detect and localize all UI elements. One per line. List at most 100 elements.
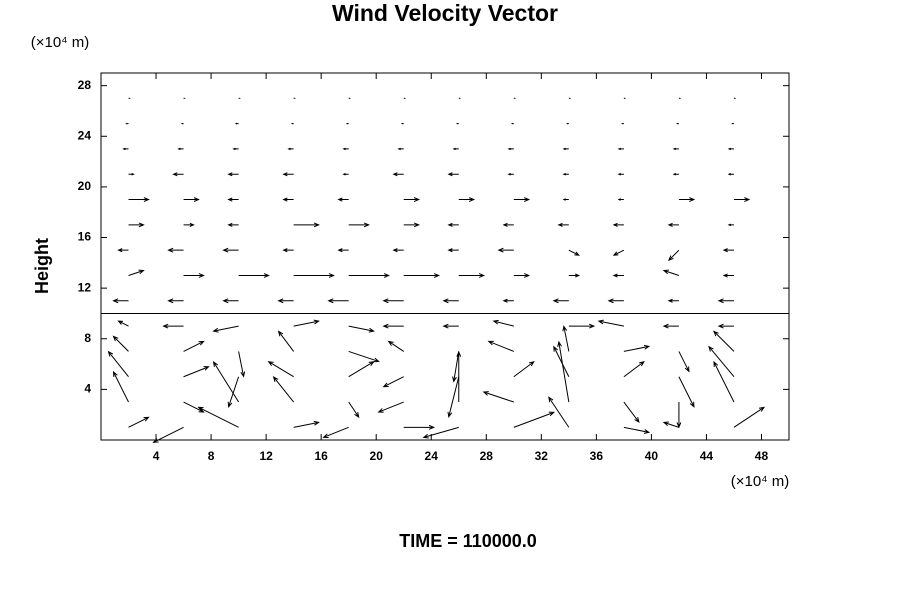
wind-vector [568,273,581,278]
wind-vector [617,173,624,176]
wind-vector [482,391,514,403]
wind-vector [623,360,645,378]
wind-vector [232,147,239,151]
wind-vector [348,325,375,333]
wind-vector [676,402,682,429]
x-tick-label: 36 [590,449,604,463]
chart-title: Wind Velocity Vector [332,0,558,26]
wind-vector [568,249,580,256]
wind-vector [507,147,514,151]
wind-vector [107,350,129,378]
wind-vector [607,298,624,304]
wind-vector [447,222,459,227]
wind-vector [403,222,421,228]
wind-vector [403,424,436,430]
wind-vector [403,197,421,202]
wind-vector [387,340,404,352]
wind-vector [382,298,404,304]
wind-vector [234,122,239,125]
wind-vector [662,269,680,276]
wind-vector [612,222,624,227]
wind-vector [293,420,320,428]
x-tick-label: 44 [700,449,714,463]
wind-vector [183,340,205,352]
wind-vector [212,360,240,403]
x-unit-label: (×10⁴ m) [731,473,790,490]
wind-vector [177,147,184,151]
wind-vector [293,273,335,278]
wind-vector [562,147,569,151]
wind-vector [678,197,696,202]
wind-vector [348,222,370,228]
wind-vector [502,222,514,227]
wind-vector [267,361,294,378]
wind-vector [348,273,390,278]
wind-vector [557,222,569,227]
wind-vector [287,147,294,151]
wind-vector [348,350,380,363]
wind-vector [678,376,695,408]
wind-vector [128,269,145,276]
time-annotation: TIME = 110000.0 [399,531,537,551]
wind-vector [183,401,205,413]
x-tick-label: 8 [208,449,215,463]
wind-vector [662,323,679,329]
wind-vector [183,366,210,378]
wind-vector [293,222,320,228]
wind-vector [377,401,404,413]
x-tick-label: 40 [645,449,659,463]
wind-vector [568,323,596,329]
wind-vector [617,198,624,201]
wind-vector [238,273,270,278]
y-tick-label: 12 [78,280,92,294]
wind-vector [623,344,651,352]
wind-vector [597,319,624,327]
x-tick-label: 12 [259,449,273,463]
wind-vector [272,376,295,403]
wind-vector [293,319,320,327]
wind-vector [497,247,514,253]
wind-vector [672,173,679,176]
wind-vector [382,323,404,329]
wind-vector [447,172,459,177]
wind-vector [183,222,195,227]
x-tick-label: 28 [480,449,494,463]
wind-vector [197,406,239,428]
wind-vector [227,222,239,227]
wind-vector [562,173,569,176]
wind-vector [128,222,145,228]
wind-vector [487,340,514,352]
wind-vector [717,323,734,329]
wind-vector [222,298,239,304]
wind-vector [447,248,459,253]
wind-vector [128,197,150,202]
wind-vector [452,147,459,151]
wind-vector [327,298,349,304]
wind-vector [733,197,751,202]
wind-vector [122,147,129,151]
y-tick-label: 28 [78,78,92,92]
wind-vector [717,298,734,304]
wind-vector [513,411,556,428]
wind-vector [337,248,349,253]
wind-vector [382,376,404,388]
wind-vector [282,172,294,177]
wind-vector [492,319,514,327]
wind-vector [623,426,651,434]
x-tick-label: 16 [314,449,328,463]
x-tick-label: 48 [755,449,769,463]
wind-vector [727,147,734,151]
y-tick-label: 16 [78,230,92,244]
wind-vector [227,376,240,408]
wind-vector [458,197,476,202]
wind-vector [672,147,679,151]
y-tick-label: 4 [84,382,91,396]
wind-vector [713,360,735,403]
wind-vector [667,222,679,227]
wind-vector [117,248,129,253]
wind-vector [513,197,531,202]
wind-vector [117,320,129,327]
wind-vector [553,345,570,377]
wind-vector [617,147,624,151]
